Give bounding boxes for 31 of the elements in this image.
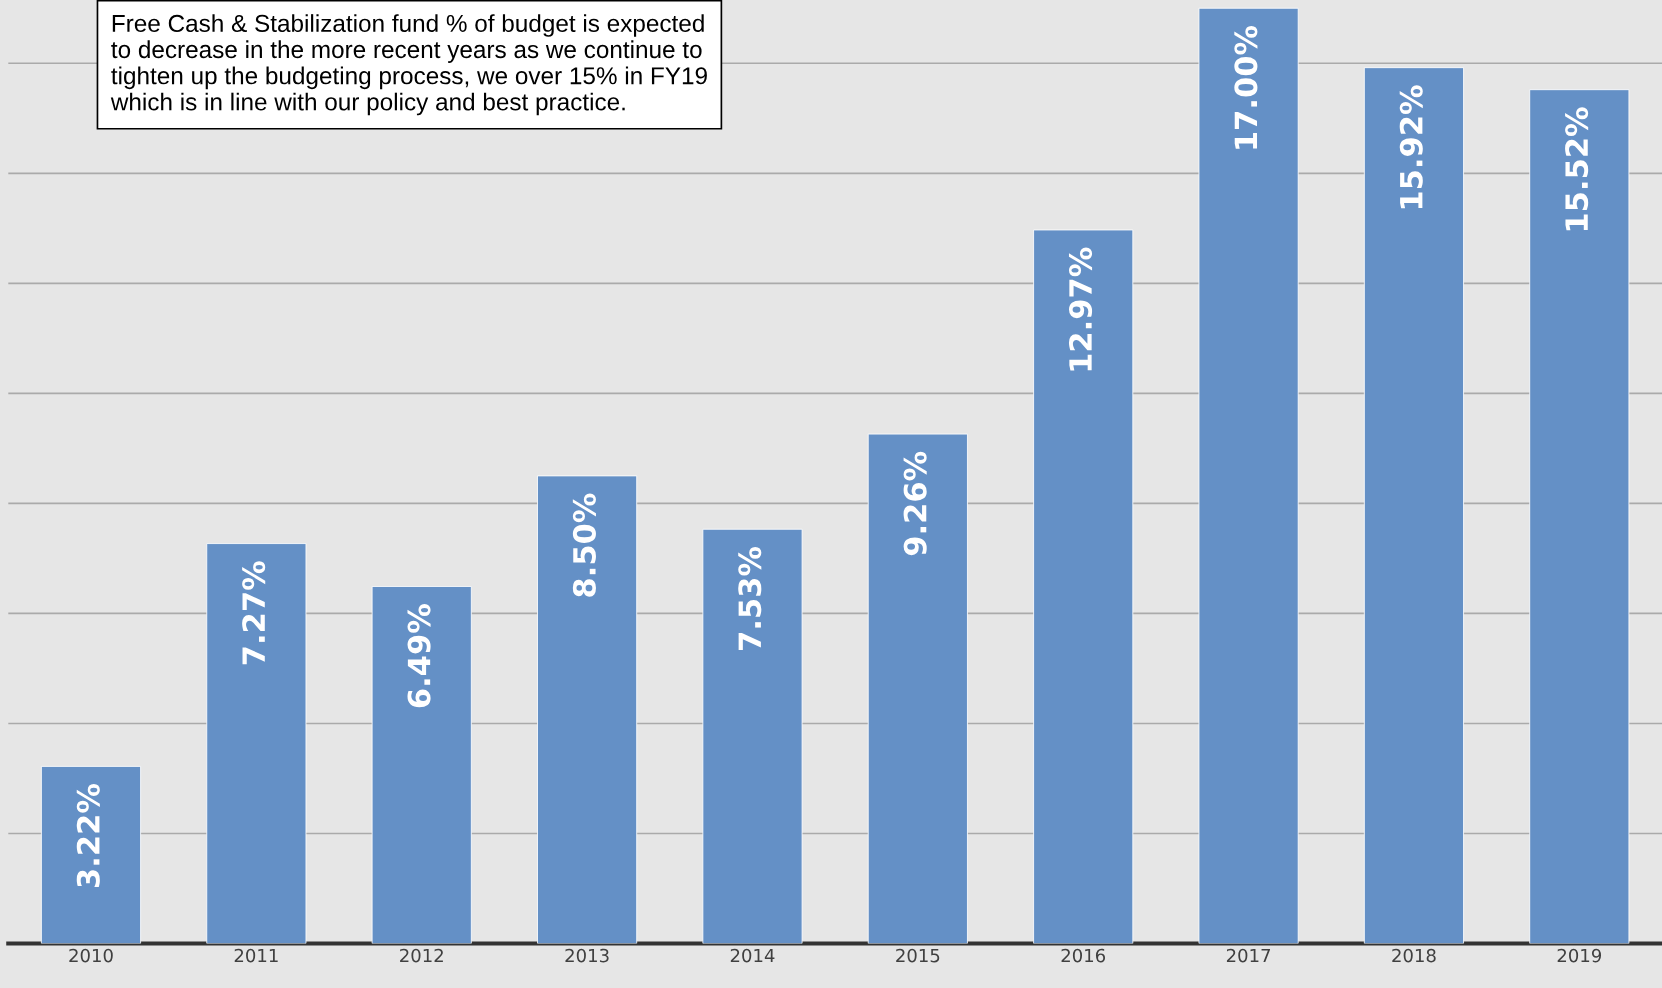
x-tick-label: 2014 [730, 948, 775, 963]
x-tick-label: 2017 [1226, 948, 1271, 963]
data-label: 17.00% [1234, 25, 1258, 149]
data-label: 15.92% [1399, 85, 1423, 209]
data-label: 7.53% [738, 546, 762, 650]
bar [867, 433, 968, 944]
annotation: Free Cash & Stabilization fund % of budget is expected to decrease in the more recent years as we continue to tighten up the budgeting process, we over 15% in FY19 which is in line with our policy and best practice. [110, 14, 707, 116]
bar [206, 543, 307, 944]
x-tick-label: 2010 [69, 948, 113, 963]
data-label: 9.26% [903, 451, 927, 556]
data-label: 7.27% [242, 561, 266, 665]
data-label: 6.49% [407, 604, 431, 708]
data-label: 15.52% [1565, 107, 1589, 231]
bar [1033, 229, 1134, 944]
x-tick-label: 2015 [896, 948, 940, 963]
bar [371, 586, 472, 944]
bar [1363, 67, 1464, 944]
x-tick-label: 2012 [400, 948, 443, 963]
bar [537, 475, 638, 944]
x-tick-label: 2018 [1392, 948, 1436, 963]
bar [702, 528, 803, 944]
x-tick-label: 2016 [1061, 948, 1106, 963]
bar [1529, 89, 1630, 944]
data-label: 8.50% [572, 493, 596, 597]
bar [40, 765, 142, 944]
x-tick-label: 2011 [234, 948, 278, 963]
x-tick-label: 2013 [565, 948, 609, 963]
data-label: 12.97% [1068, 247, 1093, 371]
data-label: 3.22% [76, 784, 100, 888]
x-tick-label: 2019 [1557, 948, 1602, 963]
bar [1198, 7, 1299, 944]
